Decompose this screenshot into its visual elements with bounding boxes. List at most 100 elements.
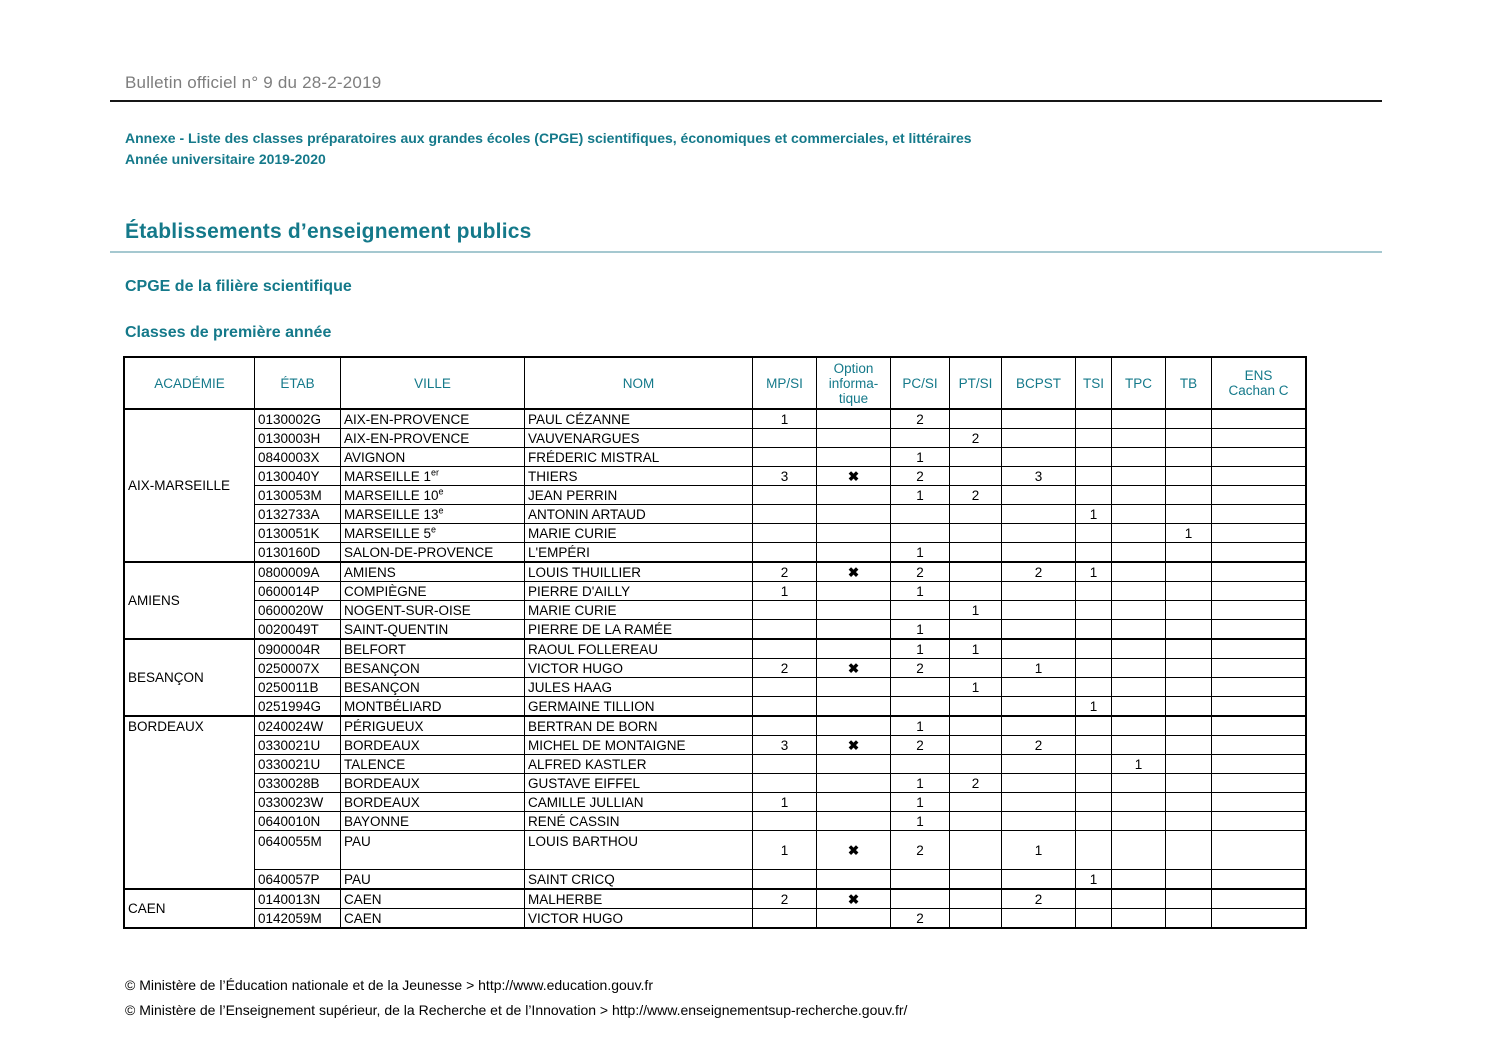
cell-bcpst: [1001, 908, 1076, 929]
cell-bcpst: [1001, 542, 1076, 563]
cell-tsi: [1075, 888, 1112, 909]
cell-bcpst: 2: [1001, 735, 1076, 755]
cell-pcsi: 2: [890, 658, 950, 678]
cell-ville: TALENCE: [340, 754, 525, 774]
cell-ptsi: [949, 696, 1002, 717]
cell-tsi: [1075, 428, 1112, 448]
cell-tb: [1165, 561, 1212, 582]
cell-etab: 0900004R: [254, 638, 341, 659]
table-row: 0840003X AVIGNON FRÉDERIC MISTRAL 1: [124, 447, 1307, 467]
cell-option: [816, 715, 891, 736]
cell-option: [816, 408, 891, 429]
table-header-row: ACADÉMIE ÉTAB VILLE NOM MP/SI Option informa-t…: [123, 356, 1307, 410]
cell-ptsi: [949, 658, 1002, 678]
table-row: 0640057P PAU SAINT CRICQ 1: [124, 869, 1307, 890]
cell-etab: 0600020W: [254, 600, 341, 620]
cell-etab: 0800009A: [254, 561, 341, 582]
cell-ens: [1211, 561, 1307, 582]
cell-ville: MONTBÉLIARD: [340, 696, 525, 717]
cell-tsi: [1075, 908, 1112, 929]
cell-ville: BORDEAUX: [340, 735, 525, 755]
cell-tpc: [1111, 696, 1166, 717]
annexe-line1: Annexe - Liste des classes préparatoires…: [125, 130, 972, 146]
cell-tb: [1165, 869, 1212, 890]
cell-mpsi: [752, 754, 817, 774]
cell-ville: MARSEILLE 5e: [340, 523, 525, 543]
cell-tpc: [1111, 908, 1166, 929]
page-footer: © Ministère de l’Éducation nationale et …: [125, 973, 1497, 1023]
cell-nom: RENÉ CASSIN: [524, 811, 753, 831]
cell-bcpst: [1001, 715, 1076, 736]
cell-tb: [1165, 619, 1212, 640]
section-title: Établissements d’enseignement publics: [125, 220, 532, 243]
cell-mpsi: [752, 811, 817, 831]
cell-mpsi: 1: [752, 792, 817, 812]
cell-etab: 0640055M: [254, 830, 341, 870]
table-row: 0130051K MARSEILLE 5e MARIE CURIE 1: [124, 523, 1307, 543]
cell-tsi: [1075, 735, 1112, 755]
cell-ptsi: [949, 888, 1002, 909]
cell-ptsi: 1: [949, 677, 1002, 697]
table-body: AIX-MARSEILLE 0130002G AIX-EN-PROVENCE PAUL…: [123, 408, 1307, 929]
cell-bcpst: 1: [1001, 658, 1076, 678]
cell-tpc: [1111, 485, 1166, 505]
cell-etab: 0640057P: [254, 869, 341, 890]
cell-ville: AMIENS: [340, 561, 525, 582]
cell-mpsi: [752, 869, 817, 890]
cell-pcsi: [890, 523, 950, 543]
cell-pcsi: 1: [890, 619, 950, 640]
cell-tpc: [1111, 581, 1166, 601]
cell-etab: 0251994G: [254, 696, 341, 717]
col-header-etab: ÉTAB: [254, 356, 341, 410]
cell-tpc: [1111, 735, 1166, 755]
cell-tsi: [1075, 600, 1112, 620]
annexe-line2: Année universitaire 2019-2020: [125, 151, 326, 167]
cell-pcsi: 1: [890, 542, 950, 563]
cell-nom: BERTRAN DE BORN: [524, 715, 753, 736]
col-header-tsi: TSI: [1075, 356, 1112, 410]
table-row: 0020049T SAINT-QUENTIN PIERRE DE LA RAMÉE 1: [124, 619, 1307, 640]
cell-tpc: [1111, 466, 1166, 486]
cell-option: [816, 523, 891, 543]
cell-bcpst: 2: [1001, 888, 1076, 909]
table-row: 0330021U TALENCE ALFRED KASTLER 1: [124, 754, 1307, 774]
cell-ptsi: [949, 792, 1002, 812]
col-header-tb: TB: [1165, 356, 1212, 410]
table-row: 0142059M CAEN VICTOR HUGO 2: [124, 908, 1307, 929]
cell-tb: [1165, 581, 1212, 601]
cell-ens: [1211, 504, 1307, 524]
cell-option: [816, 542, 891, 563]
cell-etab: 0600014P: [254, 581, 341, 601]
cell-tb: [1165, 504, 1212, 524]
cell-tsi: [1075, 581, 1112, 601]
cell-ptsi: 1: [949, 600, 1002, 620]
table-row: 0250011B BESANÇON JULES HAAG 1: [124, 677, 1307, 697]
footer-line2: © Ministère de l’Enseignement supérieur,…: [125, 1002, 908, 1018]
cell-ville: BELFORT: [340, 638, 525, 659]
cell-mpsi: 2: [752, 658, 817, 678]
cell-nom: LOUIS THUILLIER: [524, 561, 753, 582]
cell-ens: [1211, 888, 1307, 909]
cell-ville: BORDEAUX: [340, 773, 525, 793]
cell-etab: 0132733A: [254, 504, 341, 524]
cell-mpsi: [752, 677, 817, 697]
cell-ptsi: [949, 466, 1002, 486]
cell-tb: 1: [1165, 523, 1212, 543]
cell-ptsi: 2: [949, 428, 1002, 448]
cell-bcpst: 3: [1001, 466, 1076, 486]
cell-pcsi: [890, 428, 950, 448]
cell-pcsi: 2: [890, 561, 950, 582]
cell-bcpst: [1001, 677, 1076, 697]
cell-tsi: [1075, 466, 1112, 486]
subsection-title: CPGE de la filière scientifique: [125, 278, 352, 295]
cell-ville: MARSEILLE 10e: [340, 485, 525, 505]
cell-pcsi: [890, 600, 950, 620]
cell-mpsi: [752, 773, 817, 793]
cell-tpc: [1111, 638, 1166, 659]
cell-tb: [1165, 908, 1212, 929]
cell-tsi: [1075, 658, 1112, 678]
section-divider: [110, 251, 1382, 253]
cell-tpc: [1111, 523, 1166, 543]
cell-tb: [1165, 696, 1212, 717]
